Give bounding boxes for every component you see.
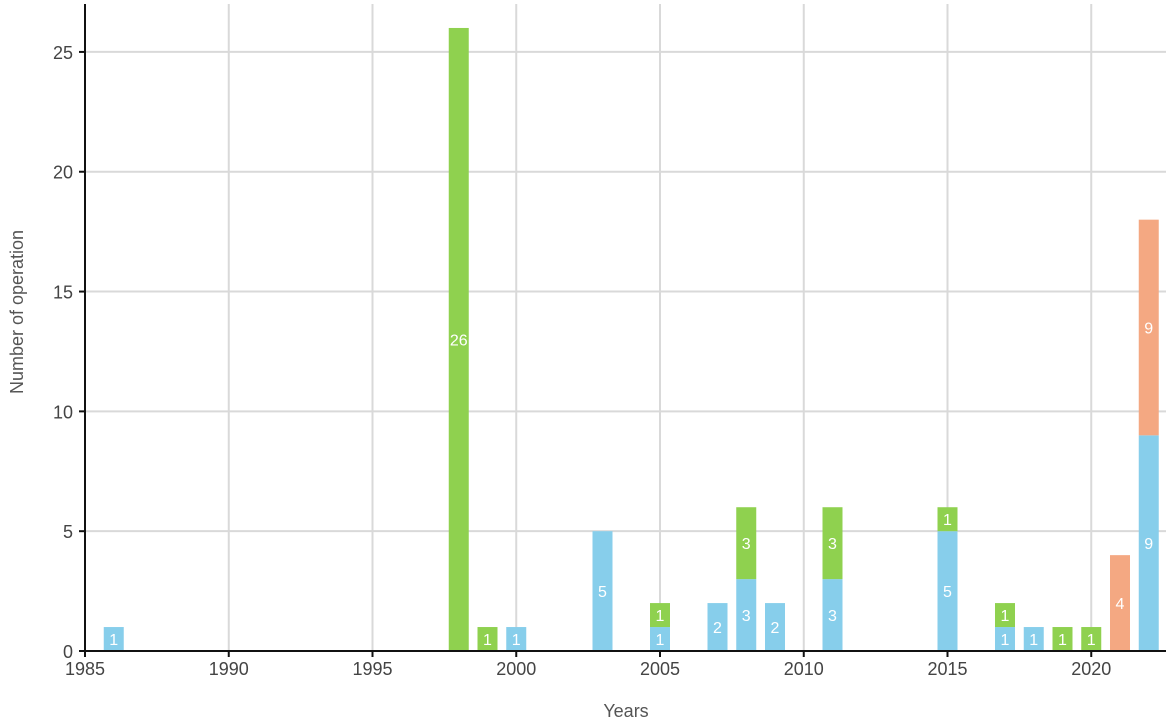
bar-data-label: 1 [1087,632,1096,649]
y-tick-label: 0 [63,642,73,662]
x-tick-label: 1990 [209,659,249,679]
bar-data-label: 1 [512,632,521,649]
bar-segment [506,627,527,651]
bar-data-label: 26 [450,332,468,349]
bar-segment [477,627,498,651]
bar-segment [995,603,1015,628]
bar-data-label: 1 [943,512,952,529]
bar-segment [448,27,469,652]
bar-data-label: 5 [598,584,607,601]
bar-segment [995,627,1015,651]
x-tick-label: 2020 [1071,659,1111,679]
bar-data-label: 5 [943,584,952,601]
bar-segment [592,531,613,651]
bar-segment [765,603,785,651]
x-tick-label: 1985 [65,659,105,679]
x-tick-label: 2010 [784,659,824,679]
bar-segment [1023,627,1044,651]
bar-segment [937,531,958,651]
x-tick-label: 2015 [927,659,967,679]
y-tick-label: 15 [53,283,73,303]
bar-data-label: 9 [1144,536,1153,553]
bar-data-label: 1 [483,632,492,649]
bar-segment [707,603,728,651]
bar-segment [1110,555,1130,651]
bar-data-label: 1 [1001,608,1010,625]
bar-data-label: 3 [828,536,837,553]
bar-data-label: 1 [656,608,665,625]
grid-lines [85,4,1166,651]
bar-segment [650,627,670,651]
bar-segment [736,507,757,580]
bar-data-label: 2 [713,620,722,637]
bar-segment [822,579,843,651]
x-tick-label: 1995 [352,659,392,679]
bar-data-label: 4 [1116,596,1125,613]
bar-segment [1081,627,1102,651]
bar-data-label: 2 [771,620,780,637]
bar-segment [736,579,757,651]
bar-data-label: 1 [1029,632,1038,649]
bar-data-label: 3 [742,608,751,625]
y-tick-label: 5 [63,522,73,542]
bar-segment [822,507,843,580]
x-tick-label: 2000 [496,659,536,679]
bar-data-label: 1 [1058,632,1067,649]
bar-segment [1138,219,1159,436]
bar-data-label: 3 [828,608,837,625]
x-tick-label: 2005 [640,659,680,679]
bar-data-label: 1 [1001,632,1010,649]
bar-segment [1052,627,1073,651]
y-tick-label: 10 [53,402,73,422]
bar-data-label: 9 [1144,321,1153,338]
axes [79,4,1166,657]
bar-segment [650,603,670,628]
bar-segment [103,627,124,651]
bar-data-label: 1 [109,632,118,649]
y-tick-label: 25 [53,43,73,63]
bar-segment [937,507,958,532]
x-axis-title: Years [603,701,648,721]
bar-data-label: 3 [742,536,751,553]
bar-segment [1138,435,1159,651]
y-tick-label: 20 [53,163,73,183]
bar-data-label: 1 [656,632,665,649]
bars-group: 1 26 1 1 5 1 1 2 3 3 2 3 3 5 1 1 1 1 1 1 4 9 9 [103,27,1159,652]
y-axis-title: Number of operation [7,230,27,394]
